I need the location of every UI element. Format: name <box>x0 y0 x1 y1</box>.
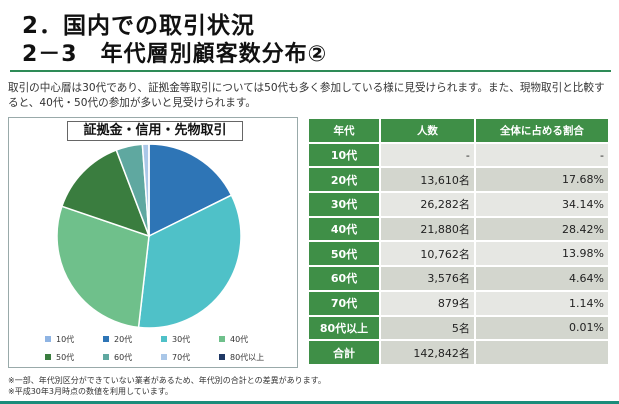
row-share: 4.64% <box>473 265 611 292</box>
description-text: 取引の中心層は30代であり、証拠金等取引については50代も多く参加している様に見… <box>8 82 605 109</box>
pie-slice-4 <box>60 149 151 238</box>
pie-slice-1 <box>148 143 233 238</box>
chart-title: 証拠金・信用・先物取引 <box>67 121 243 141</box>
row-share: 34.14% <box>473 191 611 218</box>
legend-swatch <box>45 336 51 342</box>
legend-label: 40代 <box>230 334 249 344</box>
legend-swatch <box>103 354 109 360</box>
total-share <box>473 339 611 366</box>
bottom-accent-bar <box>0 401 619 404</box>
header-count: 人数 <box>379 117 476 144</box>
row-share: 1.14% <box>473 289 611 317</box>
row-age-label: 20代 <box>307 166 381 194</box>
pie-chart-panel: 証拠金・信用・先物取引 10代 20代 30代 40代 50代 60代 70代 80代以上 <box>8 117 298 368</box>
row-count: 26,282名 <box>379 191 476 218</box>
legend-item: 80代以上 <box>219 352 277 363</box>
legend-swatch <box>219 354 225 360</box>
total-label: 合計 <box>307 339 381 366</box>
table-total-row: 合計 142,842名 <box>307 339 611 366</box>
legend-item: 30代 <box>161 334 219 345</box>
row-age-label: 40代 <box>307 215 381 243</box>
legend-swatch <box>161 336 167 342</box>
row-count: 13,610名 <box>379 166 476 194</box>
legend-label: 30代 <box>172 334 191 344</box>
legend-item: 60代 <box>103 352 161 363</box>
legend-item: 70代 <box>161 352 219 363</box>
header-share: 全体に占める割合 <box>473 117 611 144</box>
row-share: - <box>473 141 611 169</box>
row-age-label: 80代以上 <box>307 314 381 342</box>
title-divider <box>10 70 611 72</box>
legend-label: 10代 <box>56 334 75 344</box>
legend-label: 20代 <box>114 334 133 344</box>
table-row: 50代 10,762名 13.98% <box>307 240 611 268</box>
footnote-2: ※平成30年3月時点の数値を利用しています。 <box>8 387 173 396</box>
legend-item: 50代 <box>45 352 103 363</box>
legend-label: 80代以上 <box>230 352 265 362</box>
page-subtitle: 2－3 年代層別顧客数分布② <box>22 42 328 67</box>
pie-slice-3 <box>56 205 150 329</box>
legend-item: 40代 <box>219 334 277 345</box>
row-age-label: 70代 <box>307 289 381 317</box>
legend-label: 70代 <box>172 352 191 362</box>
row-count: - <box>379 141 476 169</box>
page-title: 2．国内での取引状況 <box>22 13 256 39</box>
row-age-label: 50代 <box>307 240 381 268</box>
table-row: 70代 879名 1.14% <box>307 289 611 317</box>
total-count: 142,842名 <box>379 339 476 366</box>
footnotes: ※一部、年代別区分ができていない業者があるため、年代別の合計との差異があります。… <box>8 375 326 397</box>
legend-swatch <box>45 354 51 360</box>
table-row: 30代 26,282名 34.14% <box>307 191 611 218</box>
row-age-label: 10代 <box>307 141 381 169</box>
footnote-1: ※一部、年代別区分ができていない業者があるため、年代別の合計との差異があります。 <box>8 376 326 385</box>
row-count: 10,762名 <box>379 240 476 268</box>
legend-item: 10代 <box>45 334 103 345</box>
header-age: 年代 <box>307 117 381 144</box>
table-row: 80代以上 5名 0.01% <box>307 314 611 342</box>
row-share: 17.68% <box>473 166 611 194</box>
row-count: 879名 <box>379 289 476 317</box>
table-row: 10代 - - <box>307 141 611 169</box>
table-row: 60代 3,576名 4.64% <box>307 265 611 292</box>
legend-swatch <box>219 336 225 342</box>
legend-label: 50代 <box>56 352 75 362</box>
row-share: 13.98% <box>473 240 611 268</box>
table-row: 20代 13,610名 17.68% <box>307 166 611 194</box>
legend-item: 20代 <box>103 334 161 345</box>
table-row: 40代 21,880名 28.42% <box>307 215 611 243</box>
legend-swatch <box>161 354 167 360</box>
row-count: 3,576名 <box>379 265 476 292</box>
row-share: 0.01% <box>473 314 611 342</box>
row-share: 28.42% <box>473 215 611 243</box>
legend-swatch <box>103 336 109 342</box>
row-count: 21,880名 <box>379 215 476 243</box>
pie-chart <box>56 143 242 329</box>
row-count: 5名 <box>379 314 476 342</box>
chart-legend: 10代 20代 30代 40代 50代 60代 70代 80代以上 <box>45 330 295 366</box>
row-age-label: 30代 <box>307 191 381 218</box>
legend-label: 60代 <box>114 352 133 362</box>
row-age-label: 60代 <box>307 265 381 292</box>
pie-slice-2 <box>137 194 242 329</box>
age-distribution-table: 年代 人数 全体に占める割合 10代 - -20代 13,610名 17.68% 30代 2… <box>307 117 611 366</box>
